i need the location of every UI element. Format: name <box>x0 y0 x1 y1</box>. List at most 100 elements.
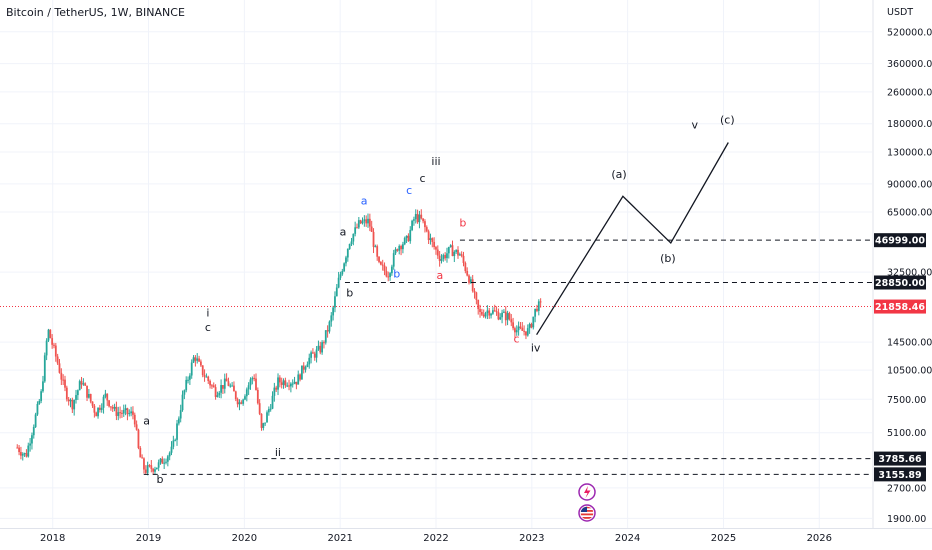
candle-body <box>402 244 404 250</box>
candle <box>442 253 445 262</box>
candle <box>269 404 272 412</box>
candle-body <box>32 426 35 436</box>
candle-body <box>152 468 155 472</box>
candle <box>512 317 514 331</box>
candle <box>514 326 516 338</box>
candle <box>337 271 340 289</box>
candle <box>267 406 270 416</box>
candle-body <box>449 245 452 247</box>
y-tick-label: 5100.00 <box>887 428 926 439</box>
candle <box>310 350 312 364</box>
candle-body <box>220 385 222 393</box>
x-tick-label: 2025 <box>711 533 736 544</box>
candle-body <box>361 221 364 224</box>
candle-body <box>56 356 59 364</box>
candle-body <box>352 233 355 242</box>
candle <box>54 342 57 362</box>
candle-body <box>455 249 458 252</box>
candle <box>71 397 74 413</box>
candle <box>104 389 107 399</box>
candle-body <box>282 380 285 385</box>
candle-body <box>433 241 436 248</box>
candle <box>328 320 331 334</box>
candle-body <box>537 301 540 311</box>
candle <box>308 353 311 369</box>
candle <box>198 355 200 363</box>
us-flag-icon[interactable] <box>578 504 596 522</box>
candle <box>86 385 88 402</box>
candle-body <box>506 313 509 321</box>
candle <box>392 249 395 270</box>
candle <box>67 396 70 406</box>
candle-body <box>240 402 243 404</box>
candle-body <box>144 469 147 473</box>
candle <box>447 246 450 259</box>
candle-body <box>490 313 492 316</box>
candle <box>170 441 173 456</box>
candle <box>350 237 353 247</box>
candle-body <box>53 344 55 346</box>
candle-body <box>335 287 338 297</box>
candle <box>139 446 142 458</box>
candle <box>119 406 121 419</box>
candle-body <box>392 253 395 267</box>
candle-body <box>521 327 524 331</box>
level-price-label: 3785.66 <box>878 454 922 465</box>
candle-body <box>334 296 336 308</box>
candle <box>405 235 408 244</box>
candle <box>144 465 147 475</box>
candle-body <box>403 237 406 245</box>
candle-body <box>526 328 529 336</box>
candle <box>526 324 529 337</box>
candle <box>319 341 322 355</box>
candle <box>100 403 103 413</box>
candle <box>122 404 125 417</box>
candle <box>187 376 189 384</box>
candle <box>32 424 35 439</box>
candle-body <box>176 423 178 440</box>
candle-body <box>350 241 353 245</box>
candle <box>132 406 134 420</box>
lightning-icon[interactable] <box>578 483 596 501</box>
candle <box>38 398 41 405</box>
candle <box>425 225 428 233</box>
currency-label: USDT <box>887 7 913 18</box>
candle <box>486 305 489 320</box>
candle <box>400 244 402 256</box>
candle <box>203 369 206 382</box>
candle-body <box>525 331 527 336</box>
candle <box>510 314 513 327</box>
candle-body <box>444 255 447 259</box>
candle-body <box>447 246 450 254</box>
candle-body <box>260 413 263 428</box>
candle <box>295 381 298 390</box>
candle-body <box>58 363 61 373</box>
candle-body <box>379 261 382 265</box>
candle <box>490 312 492 319</box>
candle <box>418 210 421 229</box>
y-tick-label: 260000.00 <box>887 87 932 98</box>
wave-label: b <box>346 287 353 300</box>
candle <box>233 381 235 392</box>
price-axis[interactable]: 520000.00 360000.00 260000.00 180000.00 1300… <box>872 0 932 528</box>
candle <box>106 393 109 406</box>
candle <box>126 407 129 421</box>
time-axis[interactable]: 2018 2019 2020 2021 2022 2023 2024 2025 2026 <box>0 528 932 545</box>
candle <box>176 419 178 446</box>
candle <box>422 218 425 224</box>
candle <box>56 353 59 365</box>
candle-body <box>64 379 66 388</box>
candle <box>161 456 164 464</box>
wave-label: b <box>157 473 164 486</box>
candle-body <box>192 357 195 363</box>
candle <box>277 373 279 396</box>
candle-body <box>504 311 507 321</box>
y-tick-label: 180000.00 <box>887 119 932 130</box>
candle-body <box>370 226 373 232</box>
candle <box>469 276 472 284</box>
candle <box>436 245 439 259</box>
candle-body <box>154 469 156 472</box>
candle <box>188 373 191 385</box>
gridlines <box>0 0 872 528</box>
